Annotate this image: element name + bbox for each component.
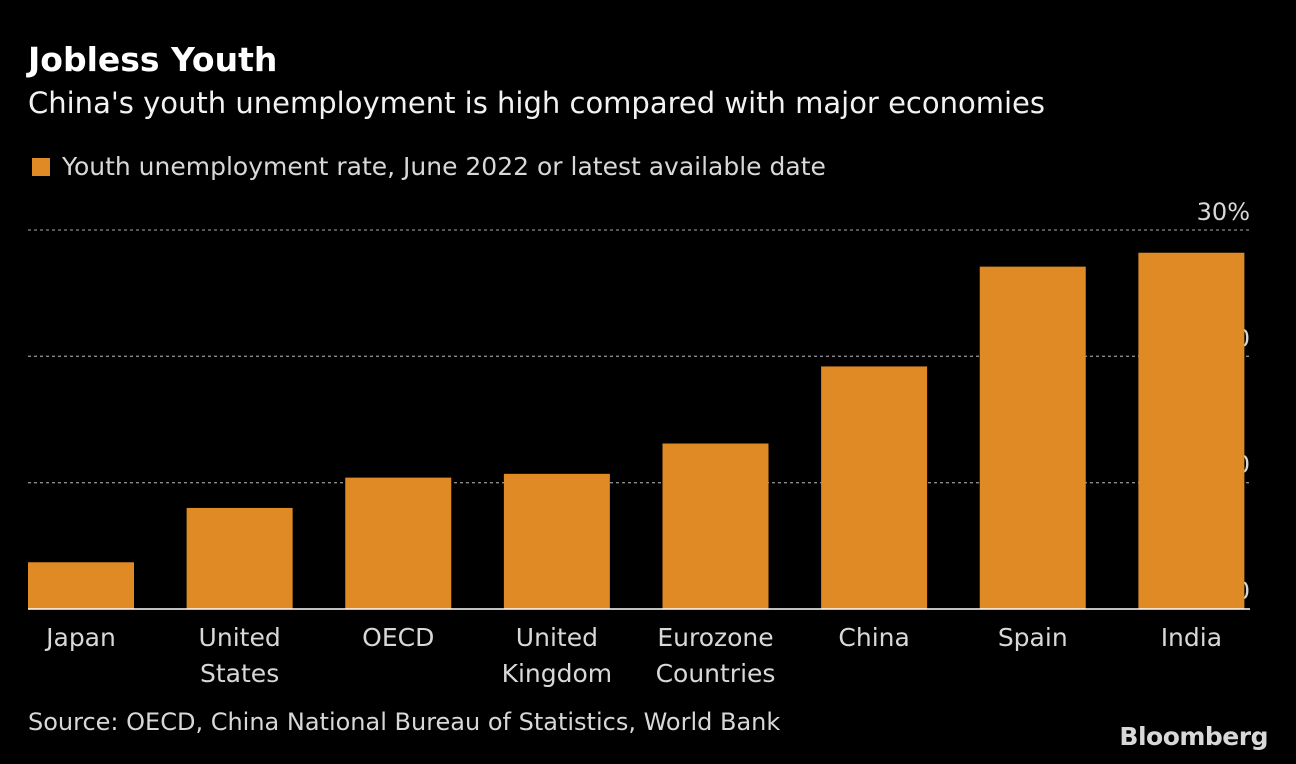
source-note: Source: OECD, China National Bureau of S… <box>28 708 781 736</box>
bloomberg-logo: Bloomberg <box>1119 722 1268 751</box>
x-tick-label: India <box>1161 623 1222 652</box>
bar <box>186 507 293 609</box>
x-tick-label: United <box>199 623 281 652</box>
bar <box>821 366 928 609</box>
chart-subtitle: China's youth unemployment is high compa… <box>28 86 1045 120</box>
bar <box>345 477 452 609</box>
legend-label: Youth unemployment rate, June 2022 or la… <box>62 152 826 181</box>
bar <box>662 443 769 609</box>
bar <box>28 562 134 609</box>
x-tick-label: States <box>200 659 279 688</box>
legend-swatch <box>32 157 50 176</box>
y-tick-label: 30% <box>1197 198 1250 226</box>
x-tick-label: China <box>838 623 909 652</box>
legend: Youth unemployment rate, June 2022 or la… <box>32 152 826 181</box>
x-tick-label: OECD <box>362 623 434 652</box>
chart-title: Jobless Youth <box>28 40 278 79</box>
x-tick-label: Japan <box>44 623 116 652</box>
bar <box>979 266 1086 609</box>
x-tick-label: Kingdom <box>502 659 613 688</box>
x-tick-label: Eurozone <box>657 623 773 652</box>
x-tick-label: United <box>516 623 598 652</box>
bar <box>503 473 610 609</box>
x-tick-label: Countries <box>656 659 776 688</box>
x-tick-label: Spain <box>998 623 1068 652</box>
bar <box>1138 252 1245 610</box>
